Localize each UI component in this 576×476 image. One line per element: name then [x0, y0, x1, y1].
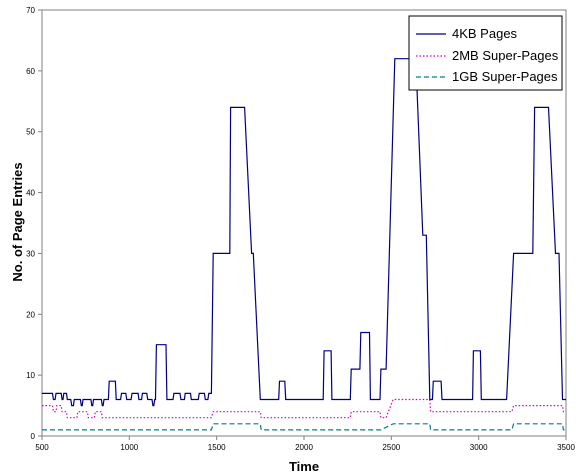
legend-label-2mb: 2MB Super-Pages — [452, 48, 559, 63]
y-tick-label: 30 — [26, 249, 35, 258]
series-layer — [42, 58, 566, 431]
y-tick-label: 40 — [26, 189, 35, 198]
x-axis-title: Time — [289, 459, 319, 474]
y-axis: 0 10 20 30 40 50 60 70 — [26, 6, 42, 441]
y-axis-title: No. of Page Entries — [10, 162, 25, 281]
legend-box — [408, 15, 563, 91]
x-tick-label: 3500 — [557, 443, 575, 452]
x-tick-label: 2500 — [382, 443, 400, 452]
x-tick-label: 1500 — [208, 443, 226, 452]
legend-label-4kb: 4KB Pages — [452, 26, 518, 41]
x-tick-label: 500 — [35, 443, 49, 452]
series-line-1gb — [42, 423, 566, 431]
y-tick-label: 60 — [26, 67, 35, 76]
x-tick-label: 3000 — [470, 443, 488, 452]
y-tick-label: 50 — [26, 128, 35, 137]
x-tick-label: 1000 — [120, 443, 138, 452]
legend: 4KB Pages 2MB Super-Pages 1GB Super-Page… — [408, 15, 563, 91]
y-tick-label: 10 — [26, 371, 35, 380]
y-tick-label: 20 — [26, 310, 35, 319]
y-tick-label: 0 — [31, 432, 36, 441]
y-tick-label: 70 — [26, 6, 35, 15]
x-axis: 500 1000 1500 2000 2500 3000 3500 — [35, 436, 575, 452]
series-line-4kb — [42, 58, 566, 407]
x-tick-label: 2000 — [295, 443, 313, 452]
legend-label-1gb: 1GB Super-Pages — [452, 69, 558, 84]
series-line-2mb — [42, 398, 566, 419]
